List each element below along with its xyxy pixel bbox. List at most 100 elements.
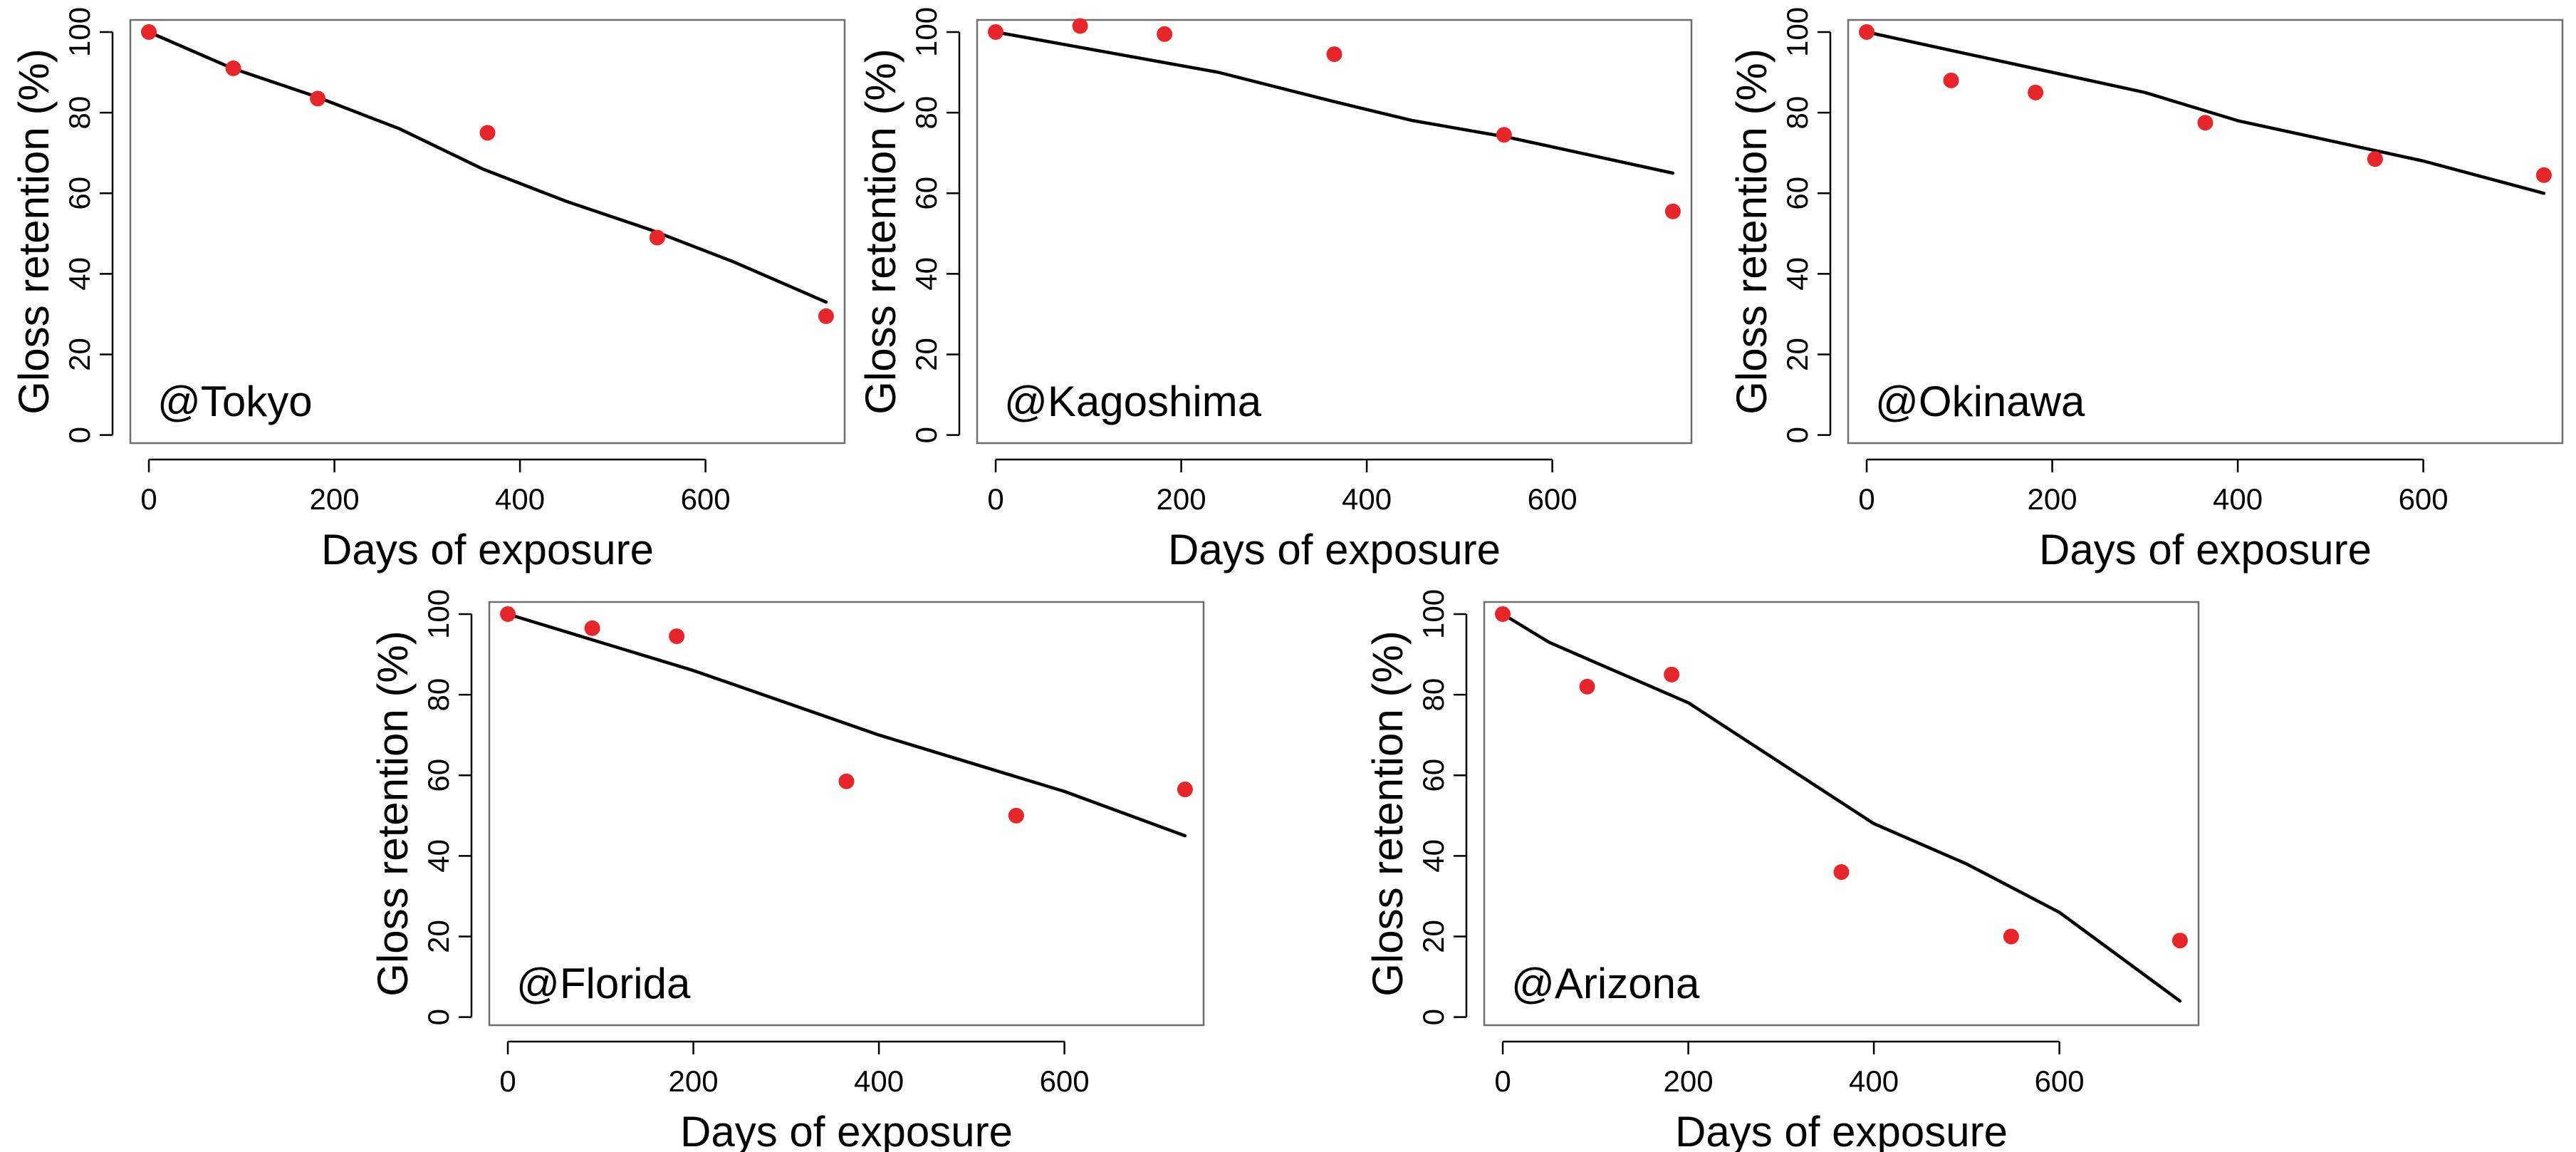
data-point [225,60,241,76]
data-point [1579,678,1595,695]
x-tick-label: 200 [1157,482,1206,516]
data-point [1859,24,1875,40]
data-point [2197,115,2213,131]
x-tick-label: 400 [495,482,545,516]
fit-line [994,30,1675,175]
y-tick-label: 20 [1780,338,1814,371]
data-point [584,620,600,636]
data-point [1495,606,1511,622]
panel-arizona: 0 20 40 60 80 100 0 200 400 600 Days of exposure Gl… [1364,589,2200,1152]
y-tick-label: 80 [1780,96,1814,130]
data-point [1833,864,1850,881]
y-tick-label: 80 [422,678,455,712]
x-axis-title: Days of exposure [1675,1108,2008,1152]
y-tick-label: 0 [1780,427,1814,443]
x-tick-label: 0 [1858,482,1874,516]
x-tick-label: 400 [2213,482,2263,516]
y-tick-label: 60 [1780,177,1814,210]
data-point [1943,72,1959,88]
plot-frame [129,19,846,445]
y-tick-label: 0 [909,427,943,443]
fit-line [1865,30,2546,195]
y-tick-label: 100 [1417,589,1450,639]
plot-frame [488,601,1205,1027]
data-point [1008,807,1024,824]
y-tick-label: 20 [63,338,96,371]
plot-frame [1847,19,2564,445]
y-tick-label: 60 [909,177,943,210]
data-point [669,628,685,645]
y-tick-label: 0 [1417,1009,1450,1025]
panel-kagoshima: 0 20 40 60 80 100 0 200 400 600 Days of exposure Gl… [857,7,1693,574]
x-tick-label: 600 [1528,482,1578,516]
y-tick-label: 40 [1780,257,1814,291]
fit-line [147,30,828,304]
x-axis-title: Days of exposure [321,526,654,574]
panel-florida: 0 20 40 60 80 100 0 200 400 600 Days of exposure Gl… [369,589,1205,1152]
y-tick-label: 60 [63,177,96,210]
location-label: @Arizona [1511,960,1700,1007]
x-tick-label: 0 [499,1064,516,1098]
data-point [2171,933,2188,949]
plot-frame [976,19,1693,445]
y-tick-label: 20 [1417,920,1450,953]
y-tick-label: 80 [909,96,943,130]
x-tick-label: 600 [2399,482,2449,516]
data-point [2367,151,2383,167]
y-axis-title: Gloss retention (%) [1728,48,1775,415]
data-point [479,125,496,141]
y-tick-label: 100 [909,7,943,57]
data-point [1072,18,1088,34]
y-axis-title: Gloss retention (%) [1364,631,1412,997]
location-label: @Kagoshima [1004,378,1262,425]
y-axis-title: Gloss retention (%) [369,631,417,997]
data-point [1326,46,1342,63]
y-tick-label: 80 [63,96,96,130]
x-tick-label: 600 [1040,1064,1090,1098]
fit-line [506,612,1187,838]
y-tick-label: 40 [909,257,943,291]
data-point [1496,127,1512,143]
data-point [988,24,1004,40]
data-point [649,229,665,246]
data-point [1157,26,1173,42]
y-axis-title: Gloss retention (%) [10,48,58,415]
x-tick-label: 200 [2028,482,2077,516]
data-point [1177,782,1193,798]
x-tick-label: 0 [987,482,1003,516]
location-label: @Florida [516,960,691,1007]
data-point [1664,666,1680,683]
x-tick-label: 200 [1664,1064,1714,1098]
data-point [2028,84,2044,100]
data-point [500,606,516,622]
x-tick-label: 600 [681,482,731,516]
data-point [2535,167,2552,183]
x-tick-label: 0 [1494,1064,1511,1098]
y-tick-label: 0 [63,427,96,443]
x-axis-title: Days of exposure [2039,526,2372,574]
panel-tokyo: 0 20 40 60 80 100 0 200 400 600 Days of exposure Gl… [10,7,846,574]
y-tick-label: 100 [1780,7,1814,57]
y-axis-title: Gloss retention (%) [857,48,904,415]
x-tick-label: 0 [140,482,157,516]
x-tick-label: 400 [1342,482,1392,516]
x-tick-label: 600 [2035,1064,2085,1098]
y-tick-label: 80 [1417,678,1450,712]
y-tick-label: 40 [1417,839,1450,873]
location-label: @Tokyo [157,378,313,425]
fit-line [1501,612,2182,1003]
x-axis-title: Days of exposure [1168,526,1501,574]
plot-frame [1483,601,2200,1027]
data-point [2003,928,2019,945]
y-tick-label: 20 [909,338,943,371]
y-tick-label: 0 [422,1009,455,1025]
x-tick-label: 200 [310,482,360,516]
panel-okinawa: 0 20 40 60 80 100 0 200 400 600 Days of exposure Gl… [1728,7,2564,574]
y-tick-label: 40 [422,839,455,873]
y-tick-label: 100 [63,7,96,57]
x-tick-label: 400 [1849,1064,1899,1098]
x-tick-label: 400 [854,1064,904,1098]
y-tick-label: 20 [422,920,455,953]
data-point [1664,203,1681,219]
